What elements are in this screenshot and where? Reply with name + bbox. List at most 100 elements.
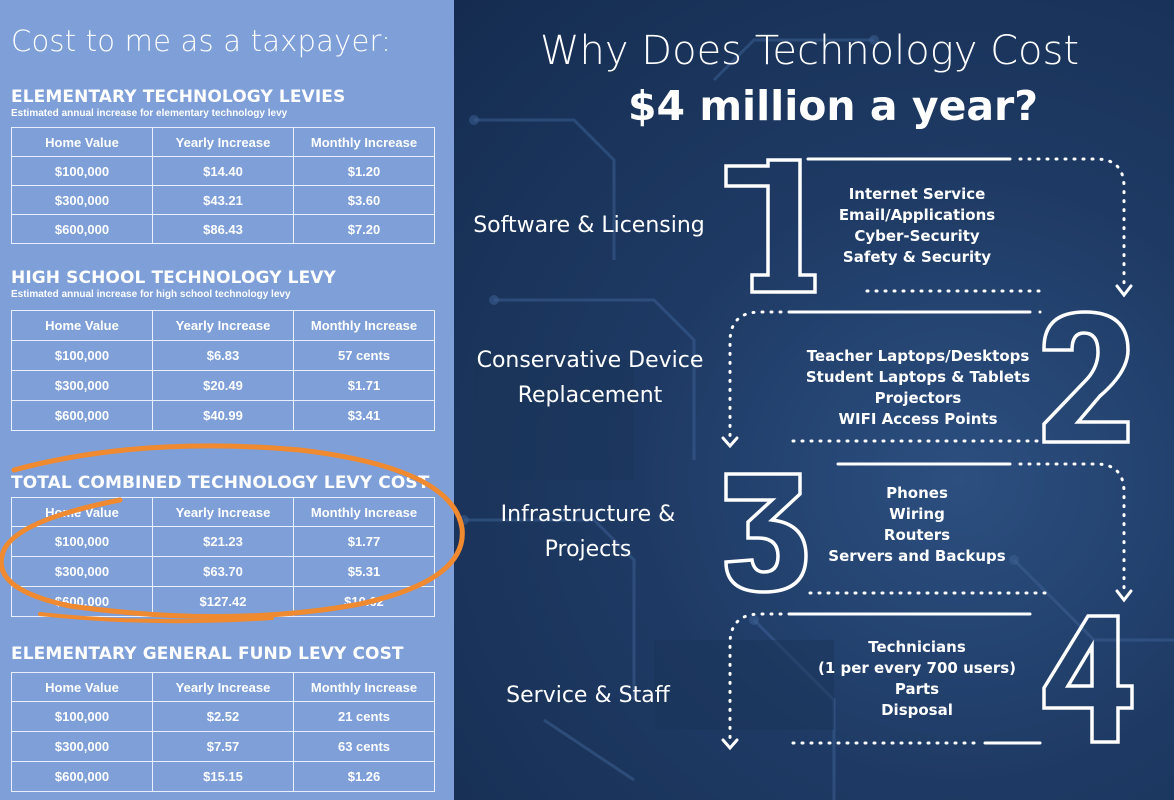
cell: $127.42 xyxy=(152,586,294,617)
cell: $1.77 xyxy=(293,526,435,557)
category-line: Infrastructure & xyxy=(500,502,676,527)
category-line: Conservative Device xyxy=(476,348,704,373)
step-2-category: Conservative Device Replacement xyxy=(470,343,710,413)
table-header-row: Home Value Yearly Increase Monthly Increas… xyxy=(11,310,435,341)
cost-title: Cost to me as a taxpayer: xyxy=(11,24,392,58)
cell: $100,000 xyxy=(11,701,153,732)
table-header-row: Home Value Yearly Increase Monthly Increas… xyxy=(11,127,435,157)
step-1-category: Software & Licensing xyxy=(468,208,710,243)
item: Projectors xyxy=(874,389,962,407)
cell: $40.99 xyxy=(152,400,294,431)
table-row: $600,000 $40.99 $3.41 xyxy=(11,400,435,431)
cell: $10.62 xyxy=(293,586,435,617)
section-heading: ELEMENTARY TECHNOLOGY LEVIES xyxy=(11,87,346,107)
item: WIFI Access Points xyxy=(838,410,998,428)
col-header: Monthly Increase xyxy=(293,497,435,527)
title-line-1: Why Does Technology Cost xyxy=(540,28,1080,74)
table-row: $100,000 $2.52 21 cents xyxy=(11,701,435,732)
table-row: $300,000 $7.57 63 cents xyxy=(11,731,435,762)
item: Student Laptops & Tablets xyxy=(805,368,1031,386)
cell: $600,000 xyxy=(11,400,153,431)
item: Servers and Backups xyxy=(828,547,1006,565)
table-header-row: Home Value Yearly Increase Monthly Increas… xyxy=(11,672,435,702)
item: Phones xyxy=(886,484,948,502)
item: Teacher Laptops/Desktops xyxy=(806,347,1030,365)
cell: $14.40 xyxy=(152,156,294,186)
cell: 21 cents xyxy=(293,701,435,732)
cell: $600,000 xyxy=(11,214,153,244)
col-header: Yearly Increase xyxy=(152,497,294,527)
cell: $1.20 xyxy=(293,156,435,186)
step-4-category: Service & Staff xyxy=(468,678,708,713)
col-header: Home Value xyxy=(11,497,153,527)
table-row: $100,000 $6.83 57 cents xyxy=(11,340,435,371)
col-header: Yearly Increase xyxy=(152,672,294,702)
cell: $300,000 xyxy=(11,731,153,762)
table-row: $600,000 $15.15 $1.26 xyxy=(11,761,435,792)
step-2-items: Teacher Laptops/Desktops Student Laptops… xyxy=(798,346,1038,430)
step-1-items: Internet Service Email/Applications Cybe… xyxy=(807,184,1027,268)
cell: $3.41 xyxy=(293,400,435,431)
cell: $1.26 xyxy=(293,761,435,792)
col-header: Monthly Increase xyxy=(293,127,435,157)
cell: $86.43 xyxy=(152,214,294,244)
cell: 63 cents xyxy=(293,731,435,762)
section-heading: TOTAL COMBINED TECHNOLOGY LEVY COST xyxy=(11,473,430,493)
item: Disposal xyxy=(881,701,953,719)
table-elementary-tech: Home Value Yearly Increase Monthly Increas… xyxy=(11,127,435,244)
col-header: Home Value xyxy=(11,127,153,157)
section-elementary-general-fund: ELEMENTARY GENERAL FUND LEVY COST xyxy=(11,644,404,664)
col-header: Home Value xyxy=(11,672,153,702)
table-row: $300,000 $43.21 $3.60 xyxy=(11,185,435,215)
table-high-school-tech: Home Value Yearly Increase Monthly Increas… xyxy=(11,310,435,431)
cell: $20.49 xyxy=(152,370,294,401)
cell: $600,000 xyxy=(11,761,153,792)
section-total-combined: TOTAL COMBINED TECHNOLOGY LEVY COST xyxy=(11,473,429,493)
item: Parts xyxy=(894,680,940,698)
col-header: Yearly Increase xyxy=(152,310,294,341)
title-line-2: $4 million a year? xyxy=(628,82,1039,130)
section-elementary-tech: ELEMENTARY TECHNOLOGY LEVIES Estimated a… xyxy=(11,87,345,119)
cell: $7.57 xyxy=(152,731,294,762)
cell: $600,000 xyxy=(11,586,153,617)
table-header-row: Home Value Yearly Increase Monthly Increas… xyxy=(11,497,435,527)
cell: $300,000 xyxy=(11,556,153,587)
cell: $5.31 xyxy=(293,556,435,587)
step-3-items: Phones Wiring Routers Servers and Backup… xyxy=(807,483,1027,567)
cell: $300,000 xyxy=(11,185,153,215)
section-heading: HIGH SCHOOL TECHNOLOGY LEVY xyxy=(11,268,336,288)
category-line: Projects xyxy=(544,537,632,562)
cell: $6.83 xyxy=(152,340,294,371)
section-subheading: Estimated annual increase for elementary… xyxy=(11,108,288,119)
cell: $43.21 xyxy=(152,185,294,215)
section-subheading: Estimated annual increase for high schoo… xyxy=(11,289,291,300)
item: Technicians xyxy=(868,638,966,656)
col-header: Monthly Increase xyxy=(293,310,435,341)
cell: $15.15 xyxy=(152,761,294,792)
step-4-items: Technicians (1 per every 700 users) Part… xyxy=(807,637,1027,721)
table-row: $300,000 $20.49 $1.71 xyxy=(11,370,435,401)
cell: $2.52 xyxy=(152,701,294,732)
item: Safety & Security xyxy=(842,248,992,266)
cell: 57 cents xyxy=(293,340,435,371)
category-line: Service & Staff xyxy=(506,683,670,708)
cell: $3.60 xyxy=(293,185,435,215)
cell: $21.23 xyxy=(152,526,294,557)
cell: $100,000 xyxy=(11,156,153,186)
table-elementary-general-fund: Home Value Yearly Increase Monthly Increas… xyxy=(11,672,435,792)
cell: $7.20 xyxy=(293,214,435,244)
table-row: $600,000 $127.42 $10.62 xyxy=(11,586,435,617)
item: Cyber-Security xyxy=(854,227,980,245)
col-header: Yearly Increase xyxy=(152,127,294,157)
cell: $100,000 xyxy=(11,340,153,371)
cell: $100,000 xyxy=(11,526,153,557)
section-heading: ELEMENTARY GENERAL FUND LEVY COST xyxy=(11,644,404,664)
table-row: $600,000 $86.43 $7.20 xyxy=(11,214,435,244)
table-row: $100,000 $14.40 $1.20 xyxy=(11,156,435,186)
table-total-combined: Home Value Yearly Increase Monthly Increas… xyxy=(11,497,435,617)
item: Internet Service xyxy=(848,185,986,203)
item: Wiring xyxy=(889,505,945,523)
step-3-category: Infrastructure & Projects xyxy=(468,497,708,567)
cell: $1.71 xyxy=(293,370,435,401)
table-row: $100,000 $21.23 $1.77 xyxy=(11,526,435,557)
